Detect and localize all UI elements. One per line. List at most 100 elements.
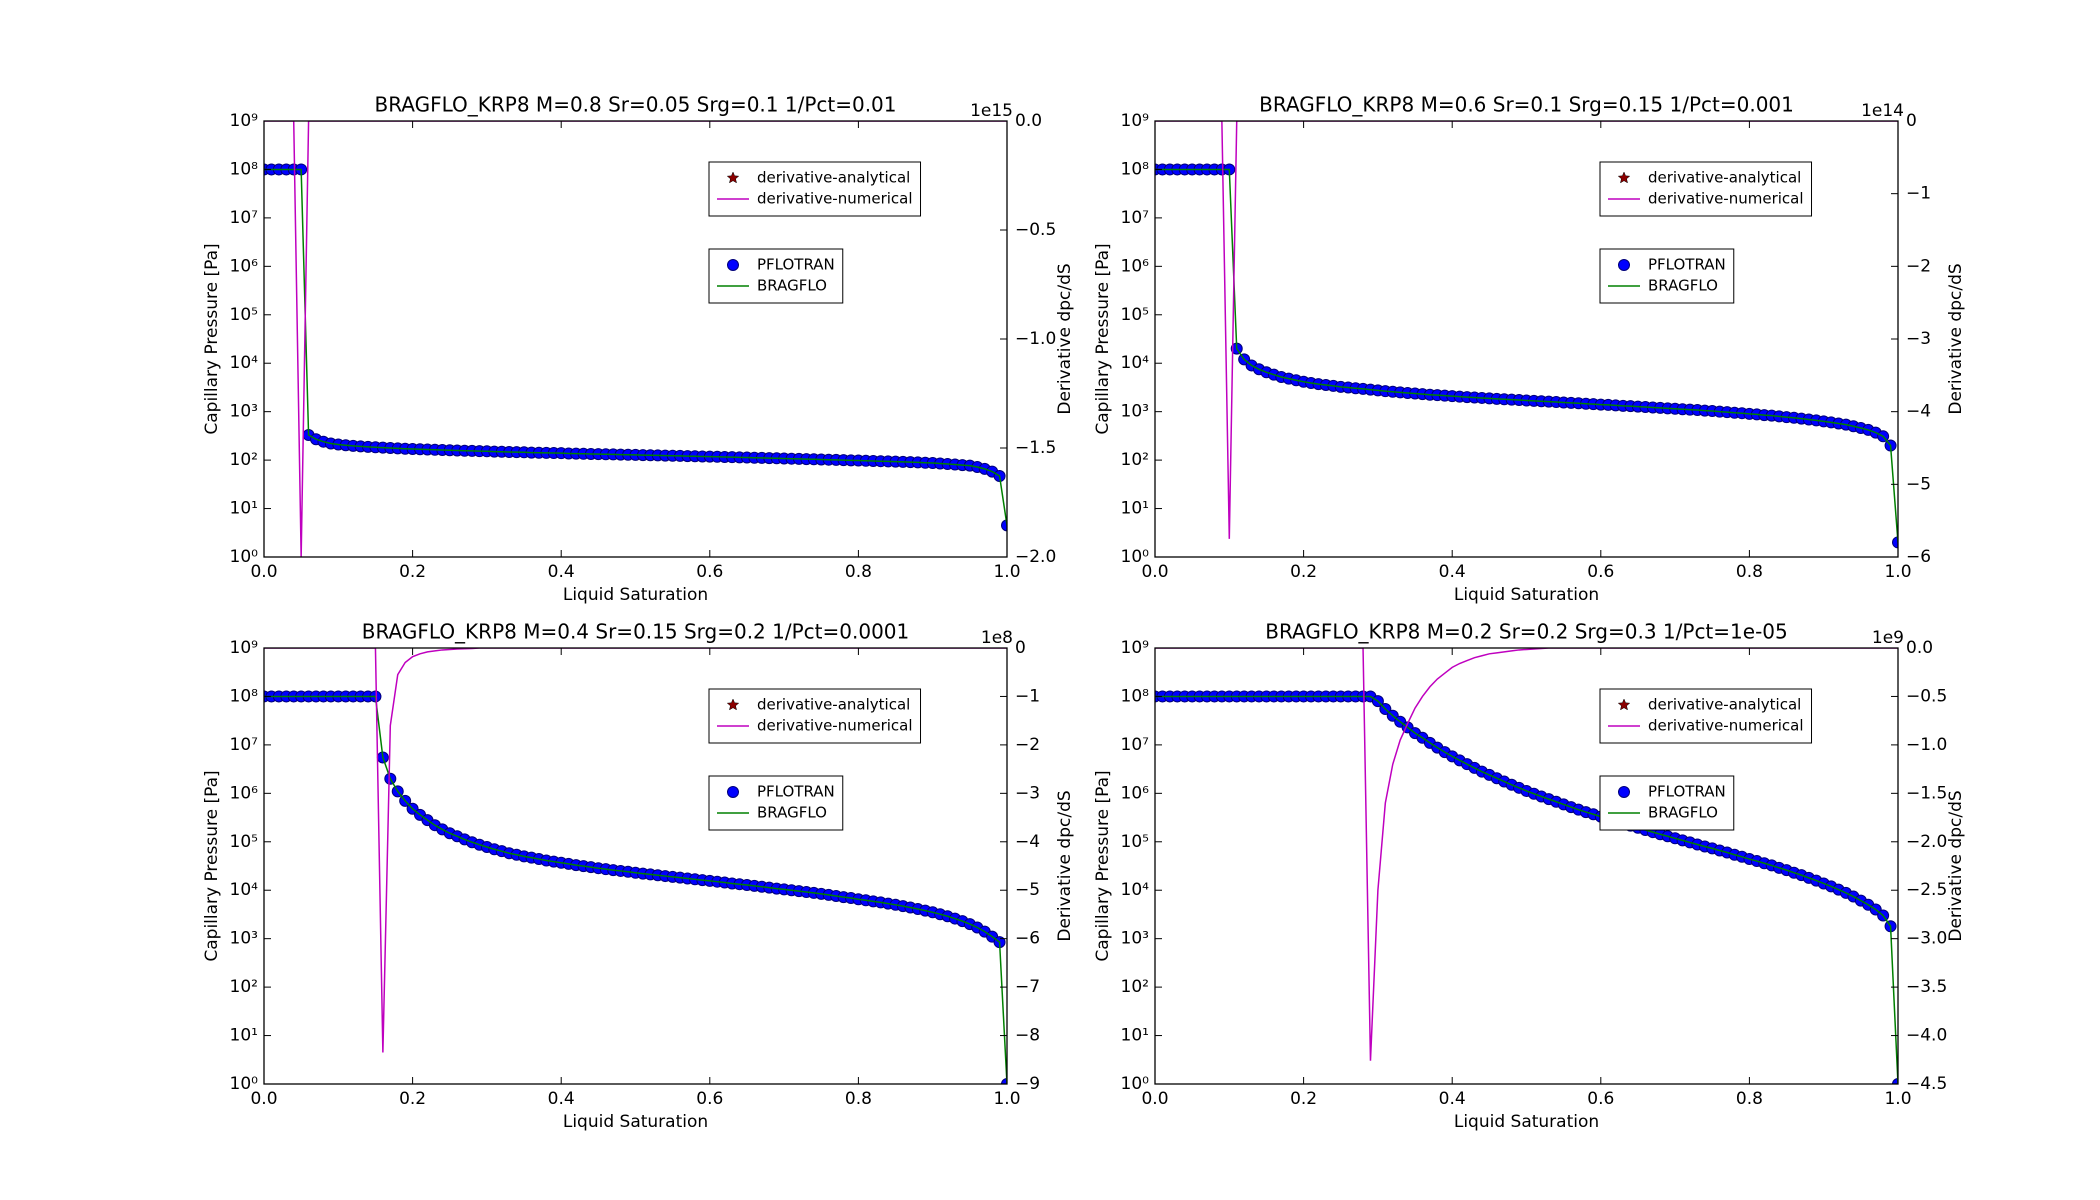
x-tick-label: 0.8 bbox=[845, 562, 872, 582]
y2-tick-label: −1 bbox=[1015, 686, 1040, 706]
legend: derivative-analytical derivative-numerica… bbox=[1599, 161, 1813, 217]
x-tick-label: 0.8 bbox=[1736, 562, 1763, 582]
legend-box bbox=[708, 161, 922, 217]
y2-tick-label: −1.0 bbox=[1906, 735, 1947, 755]
y-tick-label: 10⁴ bbox=[1121, 880, 1150, 900]
y2-tick-label: −2.5 bbox=[1906, 880, 1947, 900]
y-tick-label: 10² bbox=[1121, 977, 1149, 997]
y-tick-label: 10⁷ bbox=[1121, 735, 1150, 755]
x-axis-label: Liquid Saturation bbox=[563, 585, 708, 605]
legend-marker bbox=[727, 786, 739, 798]
y2-tick-label: −5 bbox=[1015, 880, 1040, 900]
y2-tick-label: 0.0 bbox=[1906, 638, 1933, 658]
legend-box bbox=[1599, 161, 1813, 217]
subplot: BRAGFLO_KRP8 M=0.6 Sr=0.1 Srg=0.15 1/Pct… bbox=[1093, 93, 1966, 606]
series-line bbox=[264, 168, 1007, 526]
y-tick-label: 10⁶ bbox=[230, 783, 259, 803]
y-tick-label: 10⁵ bbox=[1121, 832, 1149, 852]
x-tick-label: 0.4 bbox=[1439, 1089, 1466, 1109]
x-axis-label: Liquid Saturation bbox=[563, 1112, 708, 1132]
y2-tick-label: −6 bbox=[1906, 547, 1931, 567]
legend-label: PFLOTRAN bbox=[1648, 256, 1726, 274]
y-tick-label: 10¹ bbox=[230, 1026, 258, 1046]
x-tick-label: 0.4 bbox=[1439, 562, 1466, 582]
subplot-title: BRAGFLO_KRP8 M=0.6 Sr=0.1 Srg=0.15 1/Pct… bbox=[1259, 93, 1794, 117]
y-axis-label: Capillary Pressure [Pa] bbox=[1093, 243, 1113, 434]
y2-tick-label: −2.0 bbox=[1015, 547, 1056, 567]
legend-label: derivative-numerical bbox=[757, 190, 913, 208]
x-tick-label: 1.0 bbox=[1884, 562, 1911, 582]
y2-tick-label: −7 bbox=[1015, 977, 1040, 997]
y2-tick-label: −1.0 bbox=[1015, 329, 1056, 349]
subplot: BRAGFLO_KRP8 M=0.8 Sr=0.05 Srg=0.1 1/Pct… bbox=[202, 93, 1075, 606]
y-tick-label: 10² bbox=[230, 450, 258, 470]
legend: derivative-analytical derivative-numerica… bbox=[1599, 688, 1813, 744]
series-line bbox=[1155, 648, 1898, 1061]
legend-label: BRAGFLO bbox=[1648, 804, 1718, 822]
y-tick-label: 10⁸ bbox=[1121, 159, 1150, 179]
x-tick-label: 0.8 bbox=[1736, 1089, 1763, 1109]
legend-marker bbox=[726, 171, 740, 184]
y-tick-label: 10⁴ bbox=[230, 880, 259, 900]
y-tick-label: 10⁰ bbox=[230, 1074, 259, 1094]
y-tick-label: 10³ bbox=[1121, 929, 1149, 949]
legend-box bbox=[708, 248, 844, 304]
legend-label: derivative-numerical bbox=[1648, 717, 1804, 735]
y-tick-label: 10⁸ bbox=[1121, 686, 1150, 706]
legend-box bbox=[708, 688, 922, 744]
y-tick-label: 10⁷ bbox=[1121, 208, 1150, 228]
y-tick-label: 10⁹ bbox=[230, 111, 259, 131]
series-line bbox=[264, 695, 1007, 1084]
legend-label: PFLOTRAN bbox=[757, 256, 835, 274]
y2-offset: 1e15 bbox=[970, 101, 1013, 121]
legend-label: derivative-numerical bbox=[757, 717, 913, 735]
legend-label: derivative-analytical bbox=[757, 696, 910, 714]
y-tick-label: 10⁵ bbox=[1121, 305, 1149, 325]
x-axis-label: Liquid Saturation bbox=[1454, 585, 1599, 605]
legend-box bbox=[1599, 775, 1735, 831]
legend-label: PFLOTRAN bbox=[757, 783, 835, 801]
legend: PFLOTRAN BRAGFLO bbox=[1599, 775, 1735, 831]
y-tick-label: 10⁰ bbox=[1121, 1074, 1150, 1094]
y2-axis-label: Derivative dpc/dS bbox=[1946, 263, 1966, 414]
x-axis-label: Liquid Saturation bbox=[1454, 1112, 1599, 1132]
legend: derivative-analytical derivative-numerica… bbox=[708, 688, 922, 744]
x-tick-label: 0.2 bbox=[399, 562, 426, 582]
y-tick-label: 10¹ bbox=[230, 499, 258, 519]
series-line bbox=[264, 648, 1007, 1053]
y2-tick-label: −9 bbox=[1015, 1074, 1040, 1094]
y-tick-label: 10² bbox=[1121, 450, 1149, 470]
y-axis-label: Capillary Pressure [Pa] bbox=[202, 770, 222, 961]
y2-tick-label: −3.5 bbox=[1906, 977, 1947, 997]
y-tick-label: 10⁹ bbox=[230, 638, 259, 658]
x-tick-label: 1.0 bbox=[1884, 1089, 1911, 1109]
y2-tick-label: −2 bbox=[1906, 256, 1931, 276]
y2-tick-label: −5 bbox=[1906, 474, 1931, 494]
y-axis-label: Capillary Pressure [Pa] bbox=[202, 243, 222, 434]
y2-tick-label: −4.5 bbox=[1906, 1074, 1947, 1094]
y2-tick-label: −3 bbox=[1015, 783, 1040, 803]
legend-box bbox=[1599, 248, 1735, 304]
y-tick-label: 10⁵ bbox=[230, 305, 258, 325]
series-line bbox=[1155, 168, 1898, 543]
y-tick-label: 10¹ bbox=[1121, 1026, 1149, 1046]
x-tick-label: 0.0 bbox=[250, 1089, 277, 1109]
y2-tick-label: 0 bbox=[1015, 638, 1026, 658]
y-tick-label: 10⁰ bbox=[230, 547, 259, 567]
y2-tick-label: −2.0 bbox=[1906, 832, 1947, 852]
legend-label: PFLOTRAN bbox=[1648, 783, 1726, 801]
legend-label: derivative-analytical bbox=[757, 169, 910, 187]
subplot: BRAGFLO_KRP8 M=0.2 Sr=0.2 Srg=0.3 1/Pct=… bbox=[1093, 620, 1966, 1133]
y2-tick-label: −3.0 bbox=[1906, 929, 1947, 949]
y2-offset: 1e14 bbox=[1861, 101, 1904, 121]
plot-area bbox=[264, 648, 1007, 1084]
y-tick-label: 10⁴ bbox=[1121, 353, 1150, 373]
y2-tick-label: −4 bbox=[1015, 832, 1040, 852]
y2-tick-label: −8 bbox=[1015, 1026, 1040, 1046]
y-tick-label: 10⁶ bbox=[1121, 256, 1150, 276]
y2-tick-label: −6 bbox=[1015, 929, 1040, 949]
x-tick-label: 0.6 bbox=[696, 1089, 723, 1109]
x-tick-label: 0.6 bbox=[1587, 1089, 1614, 1109]
